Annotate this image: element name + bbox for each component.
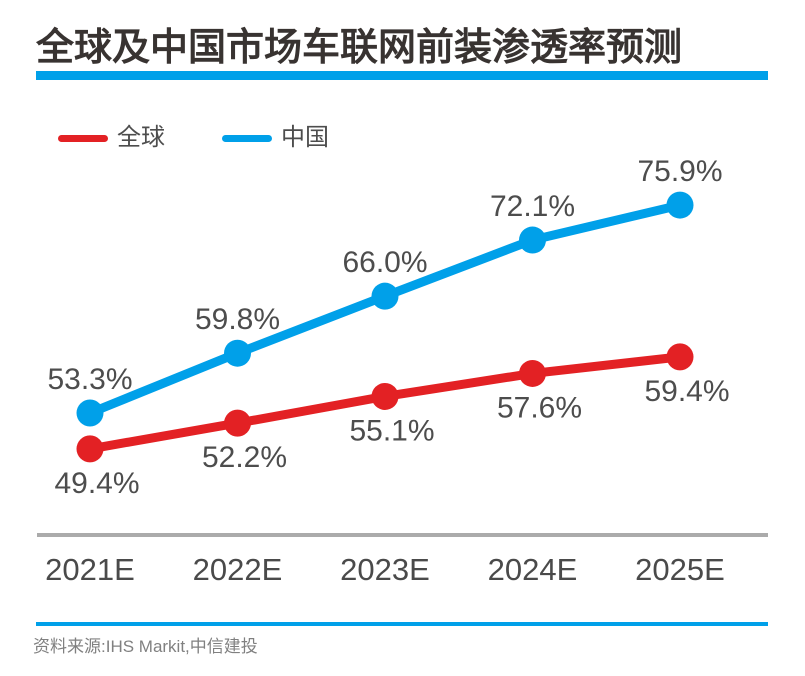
data-point [519,359,546,387]
data-point-label: 66.0% [342,246,427,279]
legend: 全球 中国 [0,124,805,152]
data-point-label: 55.1% [349,414,434,447]
x-axis-label: 2024E [487,552,578,587]
data-point [371,382,399,410]
footer-divider-bar [36,622,768,626]
data-point [76,399,104,427]
data-point [76,435,104,463]
chart-title: 全球及中国市场车联网前装渗透率预测 [36,27,683,69]
data-point [519,226,546,254]
data-point-label: 72.1% [490,190,575,223]
data-point-label: 53.3% [47,363,132,396]
legend-swatch-global [58,134,108,142]
legend-item-global: 全球 [58,124,165,152]
data-point [224,409,251,437]
x-axis-label: 2022E [192,552,283,587]
legend-label-china: 中国 [281,124,329,151]
data-point [371,282,399,310]
data-point-label: 52.2% [202,441,287,474]
data-point-label: 75.9% [637,155,722,188]
title-underline-bar [36,71,768,80]
legend-label-global: 全球 [117,124,165,151]
data-point-label: 57.6% [497,391,582,424]
data-point-label: 59.8% [195,303,280,336]
data-point-label: 49.4% [54,467,139,500]
source-note: 资料来源:IHS Markit,中信建投 [33,637,258,656]
data-point [666,343,694,371]
x-axis-labels: 2021E 2022E 2023E 2024E 2025E [0,552,805,587]
x-axis-label: 2021E [45,552,135,587]
legend-item-china: 中国 [222,124,329,152]
legend-swatch-china [222,134,272,142]
data-point-label: 59.4% [644,375,729,408]
x-axis-label: 2023E [340,552,430,587]
data-point [666,191,694,219]
x-axis-label: 2025E [635,552,725,587]
data-point [224,339,251,367]
x-axis-line [37,533,768,537]
